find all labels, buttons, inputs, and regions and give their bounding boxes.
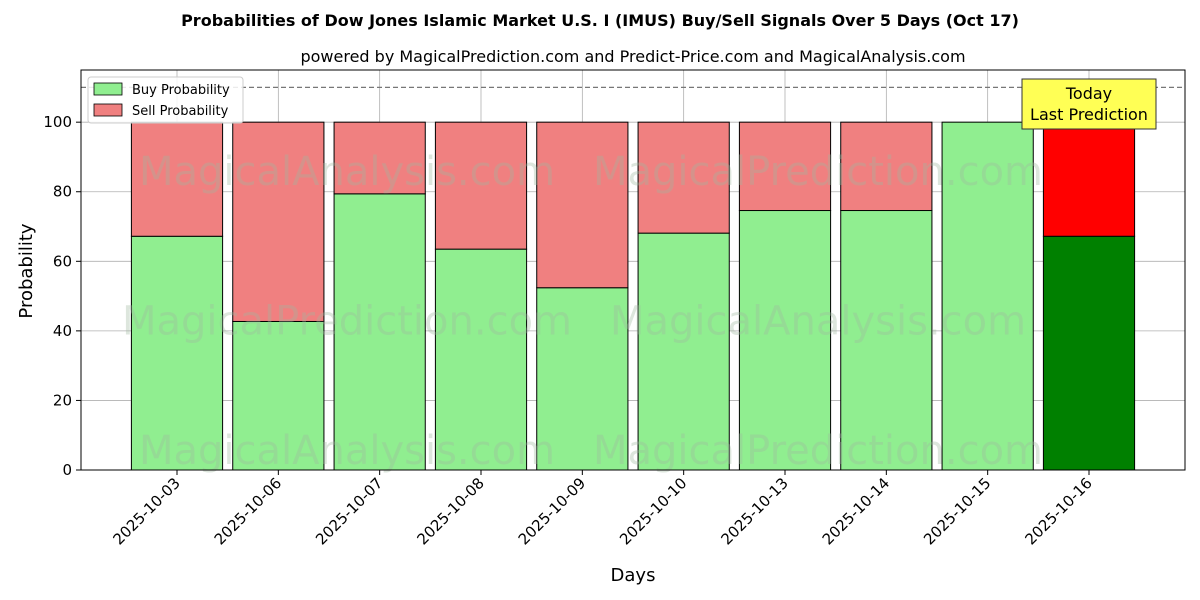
bar-sell — [637, 121, 730, 234]
y-tick-label: 20 — [53, 391, 72, 409]
x-tick-label: 2025-10-06 — [211, 474, 285, 548]
x-tick-label: 2025-10-07 — [312, 474, 386, 548]
chart-subtitle: powered by MagicalPrediction.com and Pre… — [300, 47, 965, 66]
bar-buy — [333, 193, 426, 471]
watermark-text: MagicalAnalysis.com — [139, 428, 555, 474]
y-tick-label: 40 — [53, 322, 72, 340]
watermark-text: MagicalPrediction.com — [593, 428, 1043, 474]
bar-buy — [738, 210, 832, 471]
y-tick-label: 60 — [53, 252, 72, 270]
x-tick-label: 2025-10-10 — [616, 474, 690, 548]
bar-sell — [232, 121, 325, 322]
x-tick-label: 2025-10-15 — [920, 474, 994, 548]
bar-sell — [738, 121, 832, 212]
bar-sell — [130, 121, 224, 237]
legend-label-sell: Sell Probability — [132, 104, 229, 119]
plot-frame — [80, 69, 1186, 471]
annotation-line1: Today — [1065, 84, 1112, 103]
chart-title: Probabilities of Dow Jones Islamic Marke… — [181, 11, 1019, 30]
x-tick-label: 2025-10-08 — [413, 474, 487, 548]
watermark-text: MagicalPrediction.com — [122, 298, 572, 344]
legend-box — [87, 76, 244, 124]
annotation: Today Last Prediction — [1021, 78, 1157, 130]
x-tick-label: 2025-10-16 — [1021, 474, 1095, 548]
bar-sell — [1042, 121, 1136, 237]
x-tick-label: 2025-10-14 — [819, 474, 893, 548]
y-tick-label: 0 — [62, 461, 72, 479]
bar-sell — [434, 121, 528, 250]
legend: Buy Probability Sell Probability — [87, 76, 244, 124]
watermark-text: MagicalAnalysis.com — [139, 149, 555, 195]
legend-label-buy: Buy Probability — [132, 83, 230, 98]
bar-sell — [536, 121, 629, 289]
legend-swatch-buy — [93, 82, 123, 96]
x-tick-label: 2025-10-03 — [109, 474, 183, 548]
annotation-box — [1021, 78, 1157, 130]
bar-buy — [434, 248, 528, 471]
legend-swatch-sell — [93, 103, 123, 117]
x-tick-label: 2025-10-09 — [515, 474, 589, 548]
bar-buy — [637, 232, 730, 471]
bar-buy — [840, 210, 933, 471]
bars — [130, 121, 1136, 471]
watermark-text: MagicalPrediction.com — [593, 149, 1043, 195]
bar-buy — [941, 121, 1034, 471]
y-axis-label: Probability — [16, 223, 37, 318]
x-tick-label: 2025-10-13 — [717, 474, 791, 548]
y-tick-label: 100 — [43, 113, 72, 131]
x-axis-label: Days — [611, 565, 656, 586]
watermark-text: MagicalAnalysis.com — [610, 298, 1026, 344]
bar-sell — [333, 121, 426, 195]
y-tick-label: 80 — [53, 183, 72, 201]
bar-buy — [1042, 235, 1136, 471]
bar-buy — [536, 287, 629, 471]
annotation-line2: Last Prediction — [1030, 105, 1148, 124]
bar-sell — [840, 121, 933, 212]
bar-buy — [130, 235, 224, 471]
watermarks: MagicalAnalysis.com MagicalPrediction.com… — [122, 149, 1043, 474]
